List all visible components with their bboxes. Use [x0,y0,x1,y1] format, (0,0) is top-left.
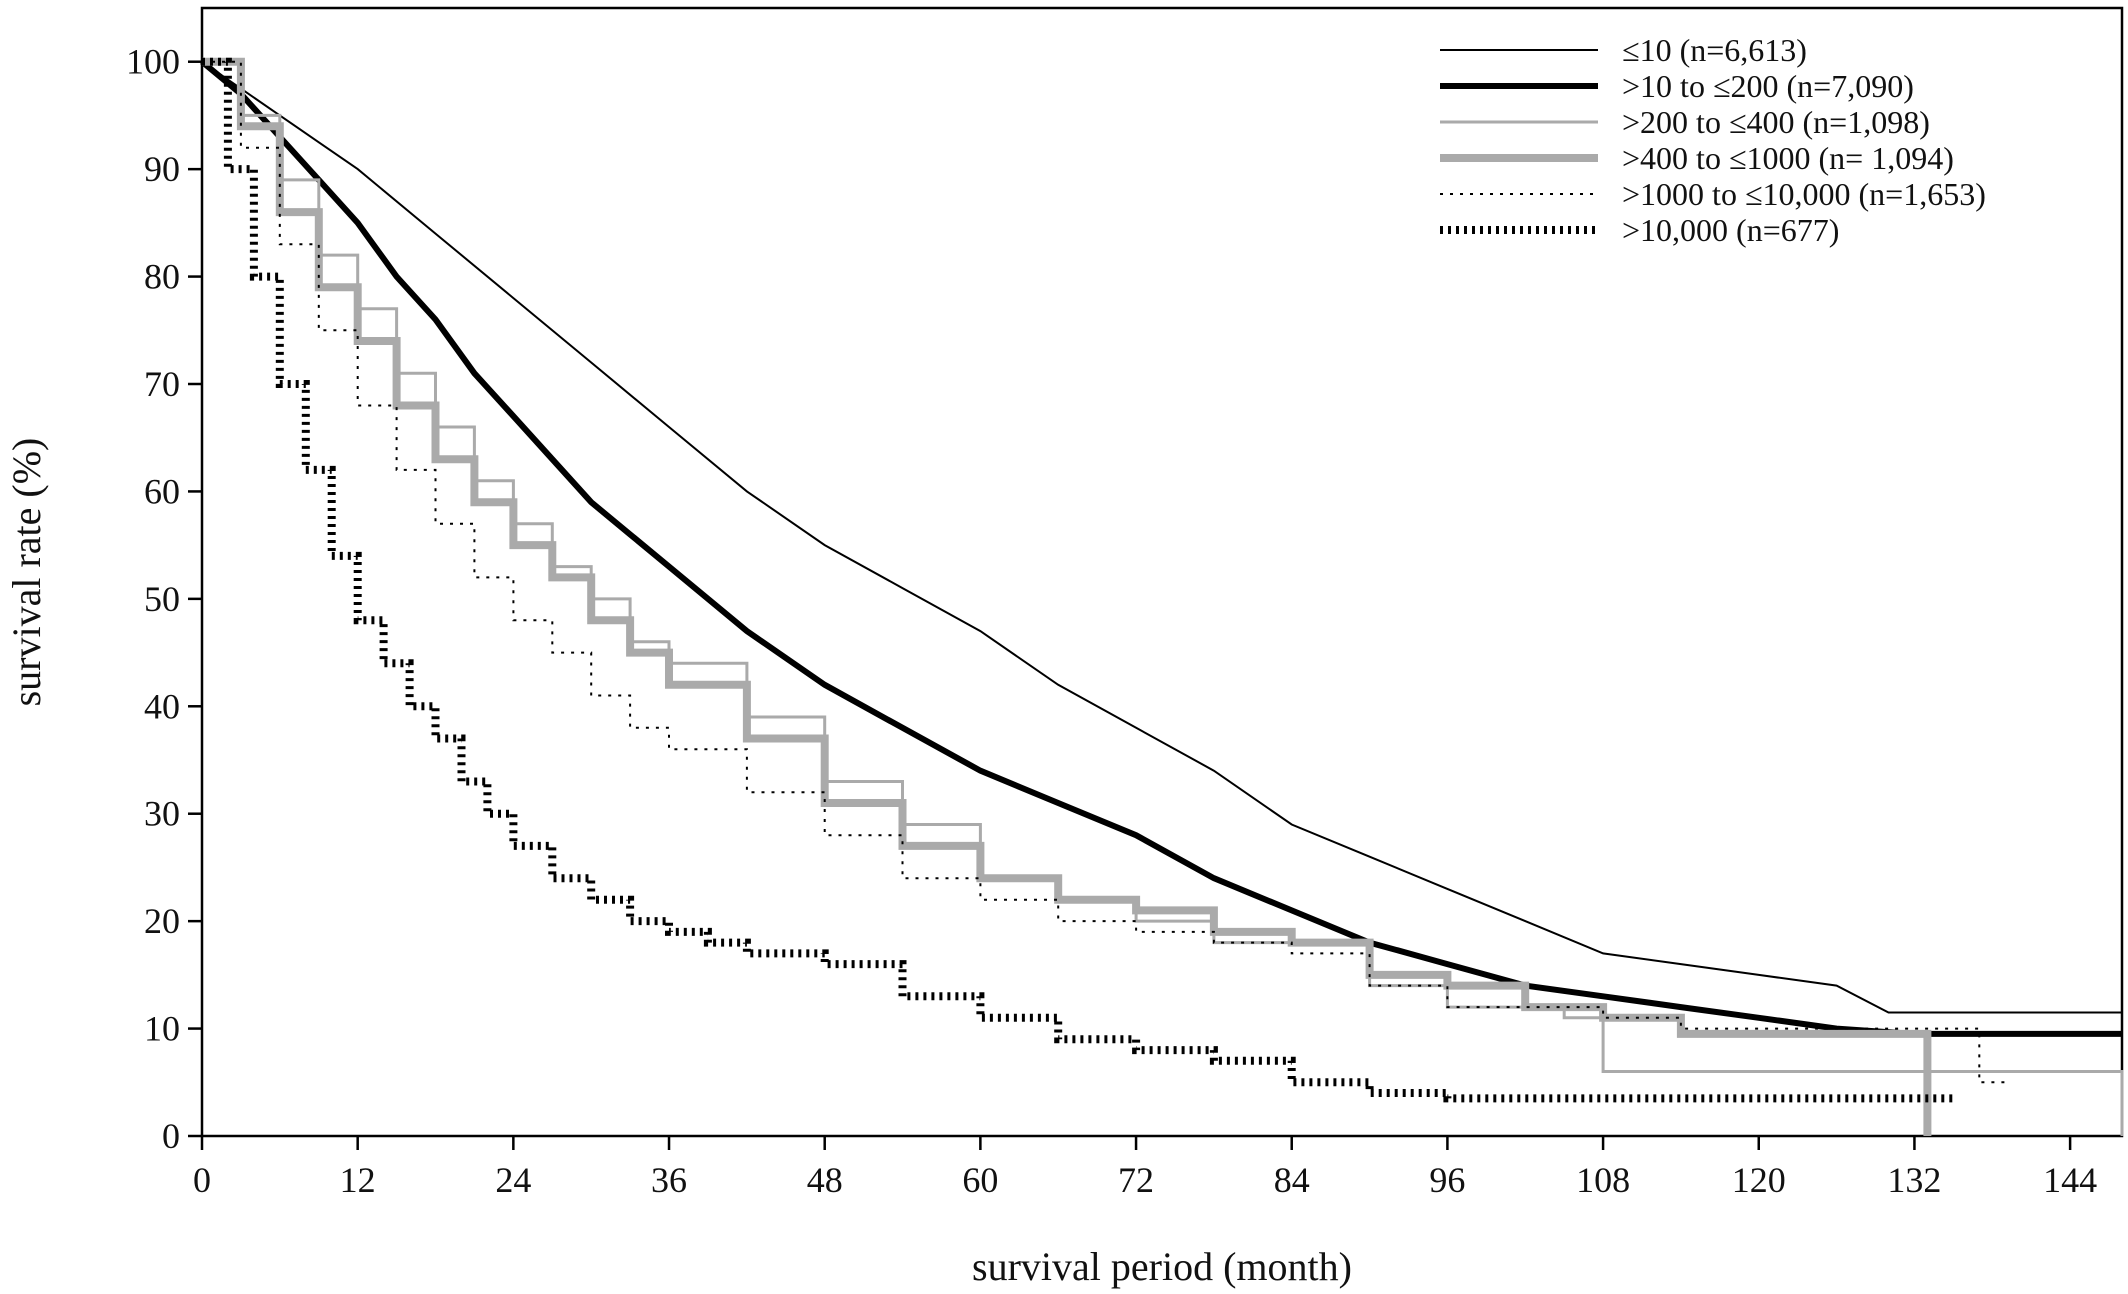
legend-label-1: ≤10 (n=6,613) [1622,32,1807,68]
y-tick-label: 60 [144,471,180,511]
series-line-5 [202,60,2007,1088]
x-axis-title: survival period (month) [972,1244,1352,1289]
x-tick-label: 72 [1118,1160,1154,1200]
series-layer [200,57,2124,1136]
y-axis-title: survival rate (%) [4,438,49,707]
y-tick-label: 40 [144,686,180,726]
y-tick-label: 90 [144,149,180,189]
x-tick-label: 144 [2043,1160,2097,1200]
legend-label-3: >200 to ≤400 (n=1,098) [1622,104,1930,140]
x-tick-label: 36 [651,1160,687,1200]
plot-frame [200,6,2124,1138]
x-tick-label: 24 [495,1160,531,1200]
y-tick-label: 70 [144,364,180,404]
series-line-4 [202,57,1932,1136]
legend-label-6: >10,000 (n=677) [1622,212,1839,248]
x-tick-label: 84 [1274,1160,1310,1200]
series-line-3 [202,60,2124,1136]
legend-label-5: >1000 to ≤10,000 (n=1,653) [1622,176,1986,212]
x-tick-label: 0 [193,1160,211,1200]
y-tick-label: 0 [162,1116,180,1156]
y-axis: 0 10 20 30 40 50 60 70 80 90 100 [126,42,202,1156]
y-tick-label: 30 [144,794,180,834]
series-line-1 [201,60,2122,1014]
x-tick-label: 120 [1732,1160,1786,1200]
y-tick-label: 100 [126,42,180,82]
y-tick-label: 20 [144,901,180,941]
legend: ≤10 (n=6,613)>10 to ≤200 (n=7,090)>200 t… [1440,32,1986,248]
y-tick-label: 50 [144,579,180,619]
x-tick-label: 132 [1887,1160,1941,1200]
x-tick-label: 12 [340,1160,376,1200]
x-tick-label: 48 [807,1160,843,1200]
x-tick-label: 108 [1576,1160,1630,1200]
x-tick-label: 96 [1429,1160,1465,1200]
y-tick-label: 80 [144,257,180,297]
series-line-6 [202,57,1954,1103]
x-tick-label: 60 [962,1160,998,1200]
y-tick-label: 10 [144,1009,180,1049]
legend-label-4: >400 to ≤1000 (n= 1,094) [1622,140,1954,176]
legend-label-2: >10 to ≤200 (n=7,090) [1622,68,1914,104]
series-line-2 [200,59,2122,1037]
x-axis: 0 12 24 36 48 60 72 84 96 108 120 132 144 [193,1136,2097,1200]
